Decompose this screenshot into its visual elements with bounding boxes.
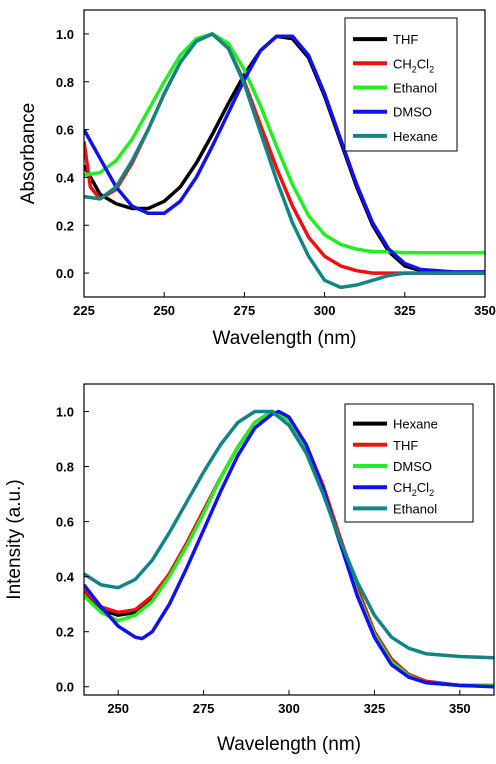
chart-1: 225 250 275 300 325 350 0.0 0.2 0.4 0.6 0.8 1.0 Wave… bbox=[18, 9, 496, 349]
x-tick-label: 250 bbox=[153, 303, 175, 318]
y-tick-label: 0.8 bbox=[56, 460, 74, 475]
x-tick-label: 300 bbox=[278, 701, 300, 716]
y-tick-label: 0.2 bbox=[56, 625, 74, 640]
legend-label: Ethanol bbox=[393, 501, 437, 516]
y-tick-label: 1.0 bbox=[56, 27, 74, 42]
y-tick-label: 0.0 bbox=[56, 266, 74, 281]
legend-label-subscript: 2 bbox=[429, 488, 434, 498]
series-line-ethanol bbox=[84, 409, 494, 660]
y-tick-label: 0.0 bbox=[56, 680, 74, 695]
x-tick-label: 350 bbox=[474, 303, 496, 318]
x-tick-label: 325 bbox=[364, 701, 386, 716]
x-tick-label: 250 bbox=[107, 701, 129, 716]
x-tick-label: 325 bbox=[394, 303, 416, 318]
y-tick-label: 0.6 bbox=[56, 123, 74, 138]
legend-label-part: Cl bbox=[417, 480, 429, 495]
legend-label-subscript: 2 bbox=[429, 64, 434, 74]
x-tick-label: 275 bbox=[193, 701, 215, 716]
legend-label-part: Cl bbox=[417, 56, 429, 71]
y-axis-title: Absorbance bbox=[18, 103, 39, 204]
x-tick-label: 350 bbox=[449, 701, 471, 716]
plot-frame bbox=[83, 9, 486, 298]
legend-label: Hexane bbox=[393, 129, 438, 144]
y-tick-label: 0.4 bbox=[56, 570, 75, 585]
series-line-dmso bbox=[84, 34, 485, 274]
legend-label-part: CH bbox=[393, 56, 412, 71]
chart-2: 250 275 300 325 350 0.0 0.2 0.4 0.6 0.8 1.0 Wavelen… bbox=[4, 383, 495, 755]
y-tick-label: 0.4 bbox=[56, 170, 75, 185]
x-tick-label: 300 bbox=[314, 303, 336, 318]
legend-label: CH2Cl2 bbox=[393, 480, 434, 498]
series-line-hexane bbox=[84, 32, 485, 290]
x-tick-label: 225 bbox=[73, 303, 95, 318]
legend-label: THF bbox=[393, 438, 418, 453]
legend-label: THF bbox=[393, 32, 418, 47]
legend-box bbox=[344, 17, 458, 152]
legend-label: DMSO bbox=[393, 105, 432, 120]
y-tick-label: 0.6 bbox=[56, 515, 74, 530]
x-axis-title: Wavelength (nm) bbox=[217, 734, 361, 755]
legend-label: Ethanol bbox=[393, 81, 437, 96]
y-tick-label: 0.8 bbox=[56, 75, 74, 90]
legend-label-part: CH bbox=[393, 480, 412, 495]
legend-label-subscript: 2 bbox=[412, 488, 417, 498]
legend-label-subscript: 2 bbox=[412, 64, 417, 74]
series-line-ch2cl2 bbox=[84, 409, 494, 689]
legend-label: Hexane bbox=[393, 417, 438, 432]
y-axis-title: Intensity (a.u.) bbox=[4, 479, 25, 599]
x-axis-title: Wavelength (nm) bbox=[213, 328, 357, 349]
legend-label: CH2Cl2 bbox=[393, 56, 434, 74]
y-tick-label: 1.0 bbox=[56, 405, 74, 420]
x-tick-label: 275 bbox=[234, 303, 256, 318]
legend-label: DMSO bbox=[393, 459, 432, 474]
y-tick-label: 0.2 bbox=[56, 218, 74, 233]
